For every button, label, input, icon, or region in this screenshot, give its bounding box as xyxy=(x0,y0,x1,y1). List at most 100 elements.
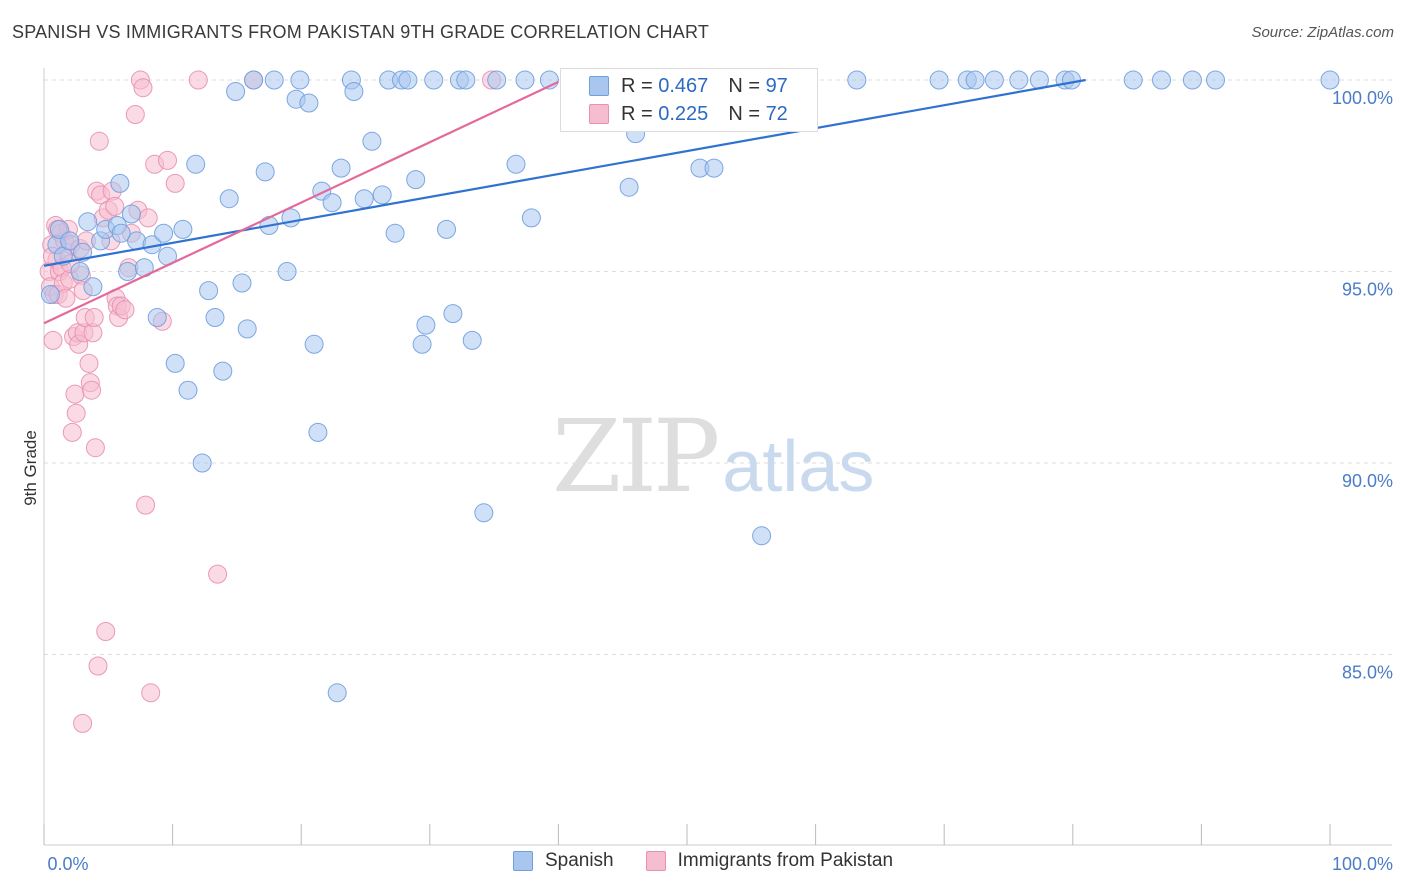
spanish-point xyxy=(398,70,418,90)
spanish-point xyxy=(78,212,98,232)
pakistan-point xyxy=(84,308,104,327)
pakistan-point xyxy=(43,330,63,350)
spanish-point xyxy=(199,281,219,301)
series-legend-spanish[interactable]: Spanish xyxy=(512,850,614,872)
spanish-point xyxy=(299,93,319,113)
y-tick-label: 100.0% xyxy=(1332,88,1393,108)
spanish-point xyxy=(929,70,949,90)
spanish-point xyxy=(847,70,867,90)
legend-r-value-spanish: 0.467 xyxy=(658,74,709,97)
watermark-zip: ZIP xyxy=(552,398,720,515)
spanish-point xyxy=(244,70,264,90)
spanish-point xyxy=(487,70,507,90)
spanish-point xyxy=(290,70,310,90)
spanish-point xyxy=(521,208,541,228)
pakistan-point xyxy=(165,173,185,193)
spanish-point xyxy=(372,185,392,205)
axes xyxy=(43,68,1392,846)
spanish-point xyxy=(474,503,494,523)
spanish-point xyxy=(60,231,80,251)
pakistan-point xyxy=(115,300,135,320)
legend-n-label: N = xyxy=(728,74,760,97)
pakistan-point xyxy=(136,495,156,515)
spanish-point xyxy=(219,189,239,209)
series-swatch-pakistan xyxy=(645,851,666,871)
spanish-point xyxy=(704,158,724,178)
x-tick-label: 0.0% xyxy=(47,854,88,874)
spanish-point xyxy=(456,70,476,90)
spanish-point xyxy=(1182,70,1202,90)
series-label-pakistan: Immigrants from Pakistan xyxy=(677,850,894,871)
spanish-trend-line xyxy=(43,78,1086,267)
trend-lines xyxy=(43,78,1086,325)
spanish-point xyxy=(412,334,432,354)
spanish-point xyxy=(515,70,535,90)
spanish-point xyxy=(281,208,301,228)
pakistan-point xyxy=(188,70,208,90)
spanish-point xyxy=(416,315,436,335)
pakistan-point xyxy=(89,131,109,151)
spanish-point xyxy=(1152,70,1171,90)
legend-n-value-spanish: 97 xyxy=(765,74,788,97)
spanish-point xyxy=(213,361,233,381)
legend-n-value-pakistan: 72 xyxy=(765,102,788,125)
spanish-point xyxy=(83,277,103,297)
spanish-point xyxy=(73,242,93,262)
legend-row-spanish: R = 0.467 N = 97 xyxy=(561,73,788,99)
spanish-point xyxy=(304,334,324,354)
spanish-point xyxy=(1123,70,1143,90)
y-tick-label: 85.0% xyxy=(1342,663,1393,683)
pakistan-point xyxy=(66,403,86,423)
legend-swatch-pakistan xyxy=(589,104,609,124)
spanish-point xyxy=(1206,70,1225,90)
spanish-point xyxy=(205,308,225,327)
spanish-point xyxy=(154,223,174,243)
spanish-point xyxy=(308,422,328,442)
spanish-point xyxy=(192,453,212,473)
pakistan-point xyxy=(65,384,85,404)
pakistan-point xyxy=(125,105,145,124)
spanish-point xyxy=(1009,70,1029,90)
series-legend: Spanish Immigrants from Pakistan xyxy=(0,850,1406,872)
spanish-point xyxy=(70,262,90,281)
spanish-point xyxy=(424,70,444,90)
y-tick-label: 90.0% xyxy=(1342,471,1393,491)
pakistan-trend-line xyxy=(43,80,559,325)
spanish-point xyxy=(443,304,463,324)
pakistan-point xyxy=(96,622,116,641)
spanish-point xyxy=(121,204,141,224)
spanish-point xyxy=(327,683,347,703)
legend-row-pakistan: R = 0.225 N = 72 xyxy=(561,101,788,127)
series-legend-pakistan[interactable]: Immigrants from Pakistan xyxy=(645,850,894,872)
legend-swatch-spanish xyxy=(589,76,609,96)
y-axis-title: 9th Grade xyxy=(21,430,40,506)
spanish-point xyxy=(178,380,198,400)
spanish-point xyxy=(237,319,257,339)
legend-r-label: R = xyxy=(621,102,653,125)
pakistan-point xyxy=(56,288,76,308)
pakistan-point xyxy=(82,380,102,400)
pakistan-point xyxy=(88,656,108,676)
legend-r-label: R = xyxy=(621,74,653,97)
spanish-point xyxy=(226,82,246,101)
pakistan-point xyxy=(73,713,93,733)
spanish-point xyxy=(362,131,382,151)
spanish-point xyxy=(385,223,405,243)
pakistan-point xyxy=(141,683,161,703)
pakistan-point xyxy=(138,208,158,228)
spanish-point xyxy=(232,273,252,293)
spanish-point xyxy=(255,162,275,182)
spanish-point xyxy=(165,353,185,373)
spanish-point xyxy=(406,170,426,190)
spanish-point xyxy=(264,70,284,90)
spanish-point xyxy=(354,189,374,209)
spanish-point xyxy=(40,285,60,304)
spanish-point xyxy=(277,262,297,281)
pakistan-point xyxy=(62,422,82,442)
spanish-point xyxy=(619,177,639,197)
pakistan-point xyxy=(133,78,153,98)
spanish-point xyxy=(111,223,131,243)
spanish-point xyxy=(1320,70,1340,90)
spanish-point xyxy=(752,526,772,546)
